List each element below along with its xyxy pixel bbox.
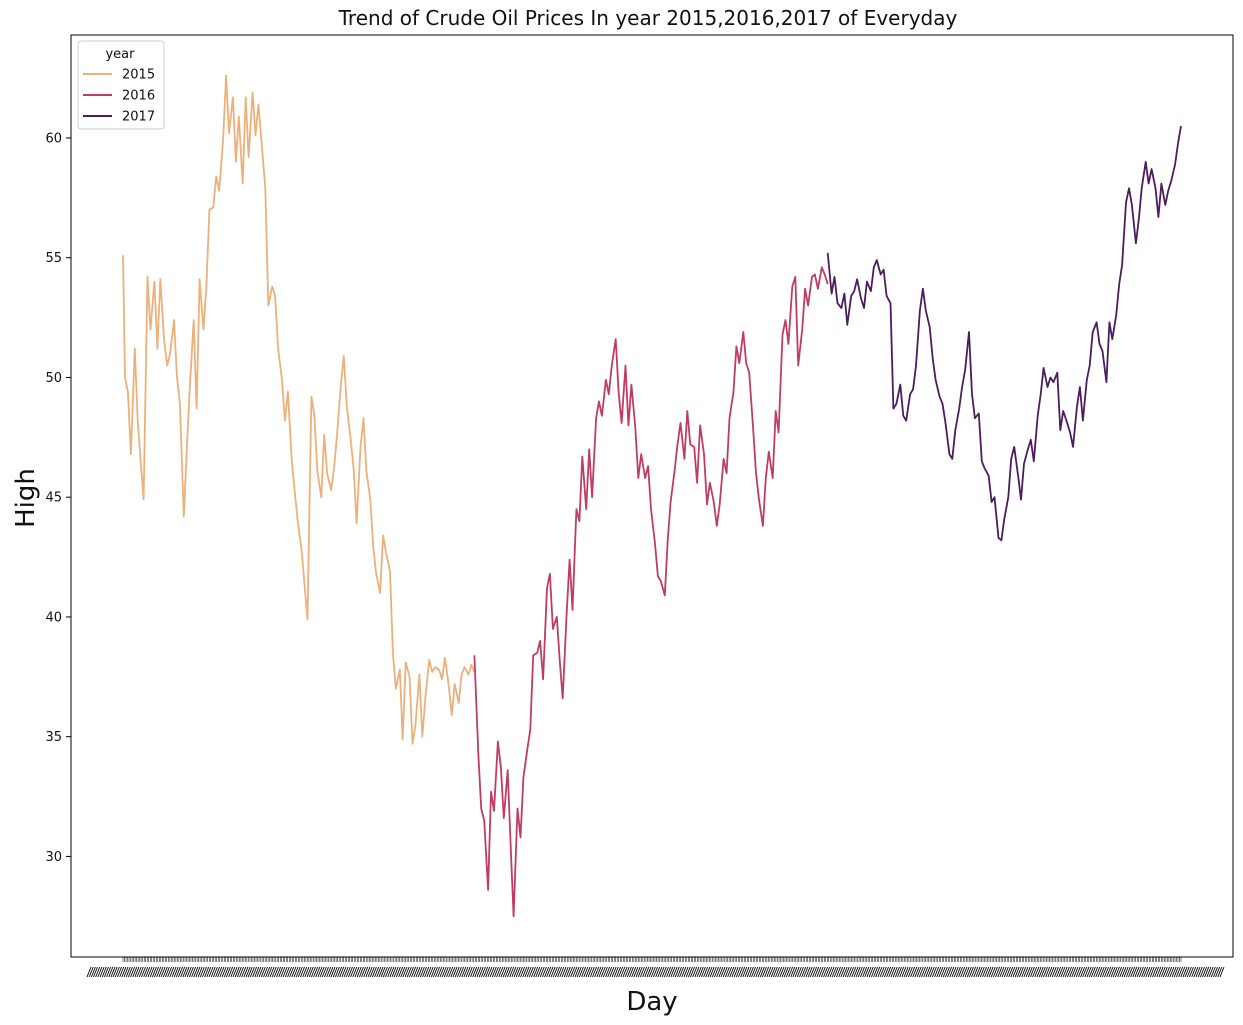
x-axis xyxy=(86,957,1225,978)
y-tick-label: 45 xyxy=(45,491,62,506)
y-axis: 30 35 40 45 50 55 60 xyxy=(45,131,71,865)
y-tick-label: 50 xyxy=(45,371,62,386)
x-axis-label: Day xyxy=(626,987,677,1017)
plot-frame xyxy=(70,34,1234,958)
plot-area xyxy=(122,74,1182,918)
legend: year 2015 2016 2017 xyxy=(77,40,165,130)
legend-box xyxy=(77,40,165,130)
y-tick-label: 35 xyxy=(45,730,62,745)
y-tick-label: 60 xyxy=(45,131,62,146)
legend-label-2016: 2016 xyxy=(122,89,155,104)
legend-title: year xyxy=(105,47,135,62)
x-tick-labels-overlapping xyxy=(86,966,1225,978)
legend-label-2015: 2015 xyxy=(122,68,155,83)
y-tick-label: 55 xyxy=(45,251,62,266)
chart-title: Trend of Crude Oil Prices In year 2015,2… xyxy=(338,6,958,30)
series-line-2016 xyxy=(473,266,829,918)
legend-label-2017: 2017 xyxy=(122,110,155,125)
x-tick-marks xyxy=(122,957,1182,962)
series-line-2017 xyxy=(826,125,1182,542)
series-line-2015 xyxy=(122,74,476,745)
y-tick-label: 30 xyxy=(45,850,62,865)
y-axis-label: High xyxy=(11,468,41,528)
y-tick-label: 40 xyxy=(45,610,62,625)
